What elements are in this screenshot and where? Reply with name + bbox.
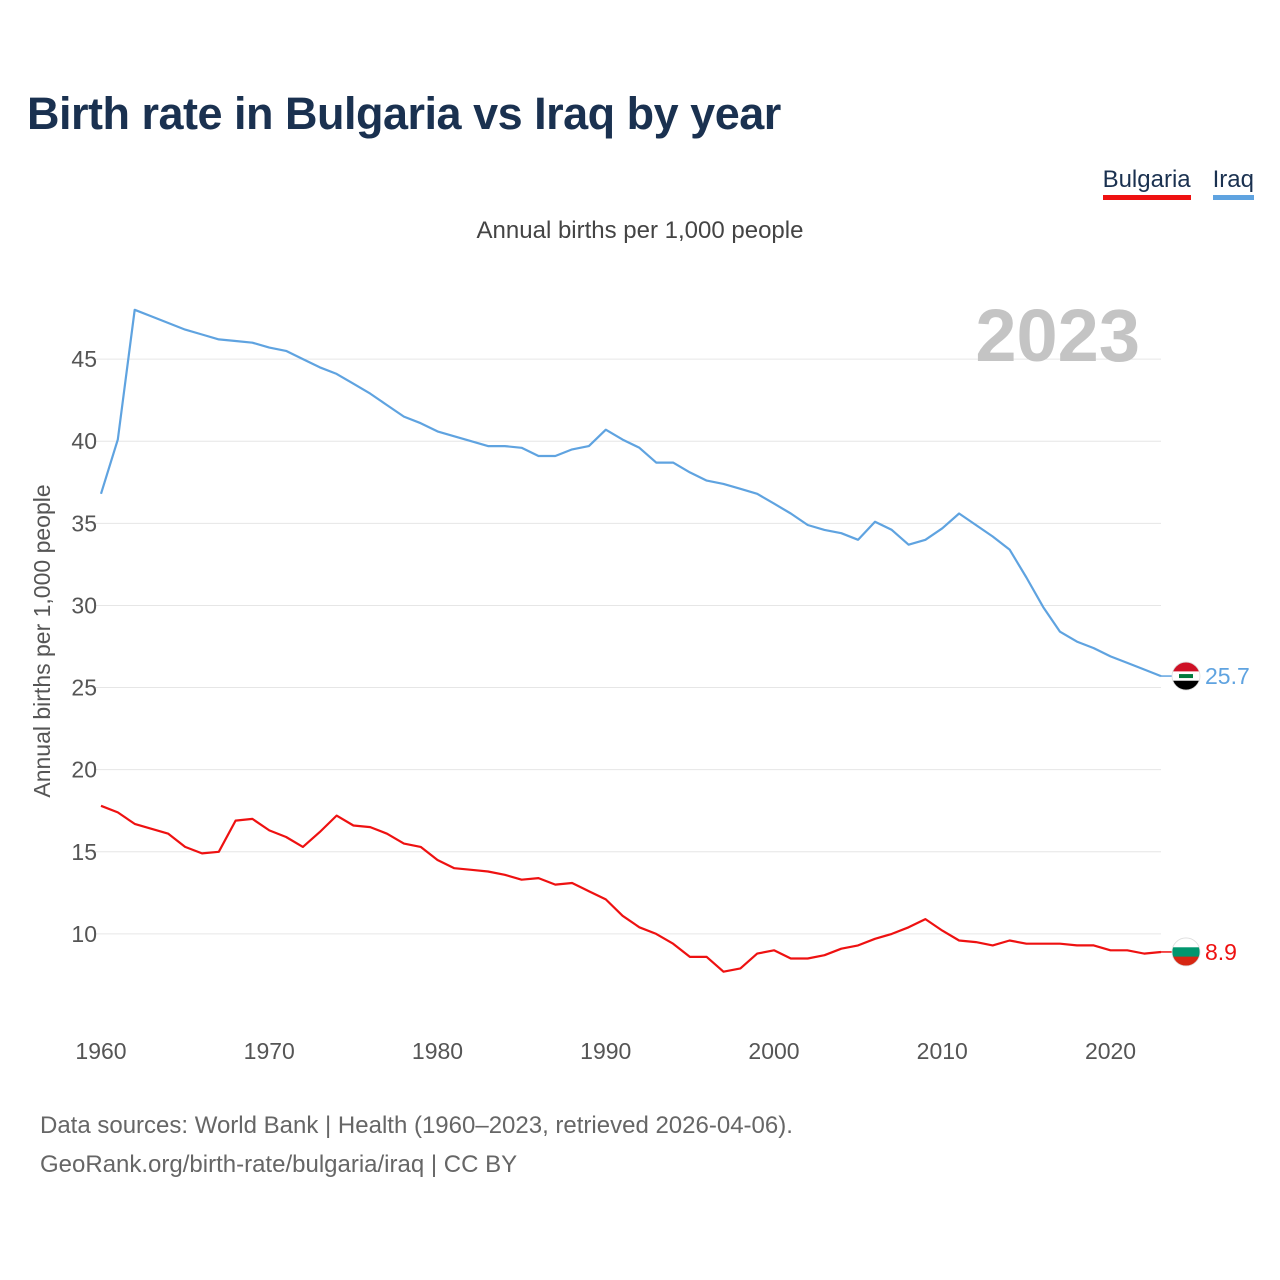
- y-tick-label: 30: [71, 592, 97, 618]
- y-tick-label: 45: [71, 346, 97, 372]
- y-tick-label: 40: [71, 428, 97, 454]
- chart-title: Birth rate in Bulgaria vs Iraq by year: [27, 88, 781, 139]
- legend: Bulgaria Iraq: [1102, 166, 1254, 200]
- x-tick-label: 1970: [244, 1038, 295, 1064]
- y-axis-label: Annual births per 1,000 people: [29, 484, 55, 797]
- end-value-label-bulgaria: 8.9: [1205, 939, 1237, 965]
- flag-icon-bulgaria: [1171, 937, 1201, 967]
- series-line-bulgaria: [100, 804, 1162, 973]
- end-value-label-iraq: 25.7: [1205, 663, 1250, 689]
- attribution-link[interactable]: GeoRank.org/birth-rate/bulgaria/iraq | C…: [40, 1151, 518, 1178]
- x-tick-label: 1960: [75, 1038, 126, 1064]
- y-tick-label: 20: [71, 757, 97, 783]
- y-tick-label: 25: [71, 675, 97, 701]
- x-tick-label: 1990: [580, 1038, 631, 1064]
- x-tick-label: 1980: [412, 1038, 463, 1064]
- x-tick-label: 2010: [917, 1038, 968, 1064]
- year-label: 2023: [975, 294, 1140, 377]
- y-tick-label: 15: [71, 839, 97, 865]
- x-tick-label: 2000: [748, 1038, 799, 1064]
- y-tick-label: 35: [71, 510, 97, 536]
- footer: Data sources: World Bank | Health (1960–…: [40, 1106, 793, 1184]
- y-tick-label: 10: [71, 921, 97, 947]
- x-tick-label: 2020: [1085, 1038, 1136, 1064]
- flag-icon-iraq: [1171, 661, 1201, 691]
- legend-item-bulgaria[interactable]: Bulgaria: [1102, 166, 1191, 200]
- series-line-iraq: [99, 308, 1162, 678]
- data-source-note: Data sources: World Bank | Health (1960–…: [40, 1112, 793, 1139]
- legend-item-iraq[interactable]: Iraq: [1212, 166, 1254, 200]
- chart-subtitle: Annual births per 1,000 people: [476, 217, 804, 244]
